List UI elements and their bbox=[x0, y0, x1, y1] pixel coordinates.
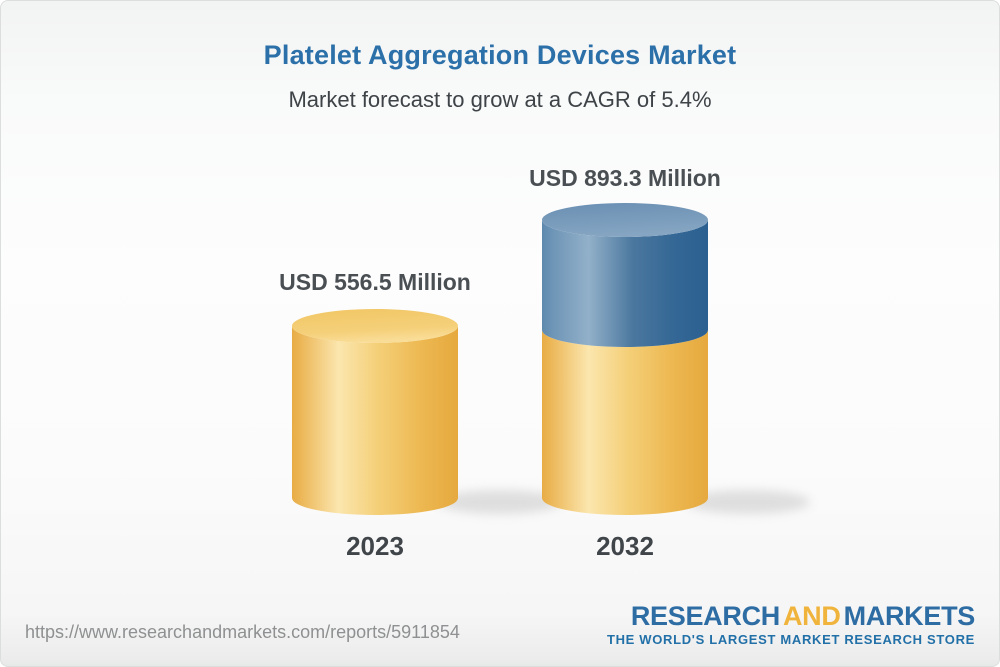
bar-2023-shadow bbox=[438, 490, 562, 514]
logo-word-research: RESEARCH bbox=[630, 601, 780, 631]
value-label-2023: USD 556.5 Million bbox=[279, 269, 471, 295]
bar-2032-shadow bbox=[686, 490, 810, 514]
logo-tagline: THE WORLD'S LARGEST MARKET RESEARCH STOR… bbox=[606, 632, 975, 648]
chart-subtitle: Market forecast to grow at a CAGR of 5.4… bbox=[288, 87, 712, 112]
report-url: https://www.researchandmarkets.com/repor… bbox=[25, 622, 460, 642]
logo-word-and: AND bbox=[782, 601, 841, 631]
research-and-markets-logo: RESEARCH AND MARKETS THE WORLD'S LARGEST M… bbox=[606, 602, 975, 648]
value-label-2032: USD 893.3 Million bbox=[529, 165, 721, 191]
logo-wordmark: RESEARCH AND MARKETS bbox=[607, 602, 975, 630]
bar-2023 bbox=[292, 309, 458, 515]
chart-title: Platelet Aggregation Devices Market bbox=[263, 40, 737, 70]
logo-word-markets: MARKETS bbox=[843, 601, 976, 631]
axis-label-2023: 2023 bbox=[346, 531, 404, 561]
axis-label-2032: 2032 bbox=[596, 531, 654, 561]
bar-2032 bbox=[542, 203, 708, 515]
